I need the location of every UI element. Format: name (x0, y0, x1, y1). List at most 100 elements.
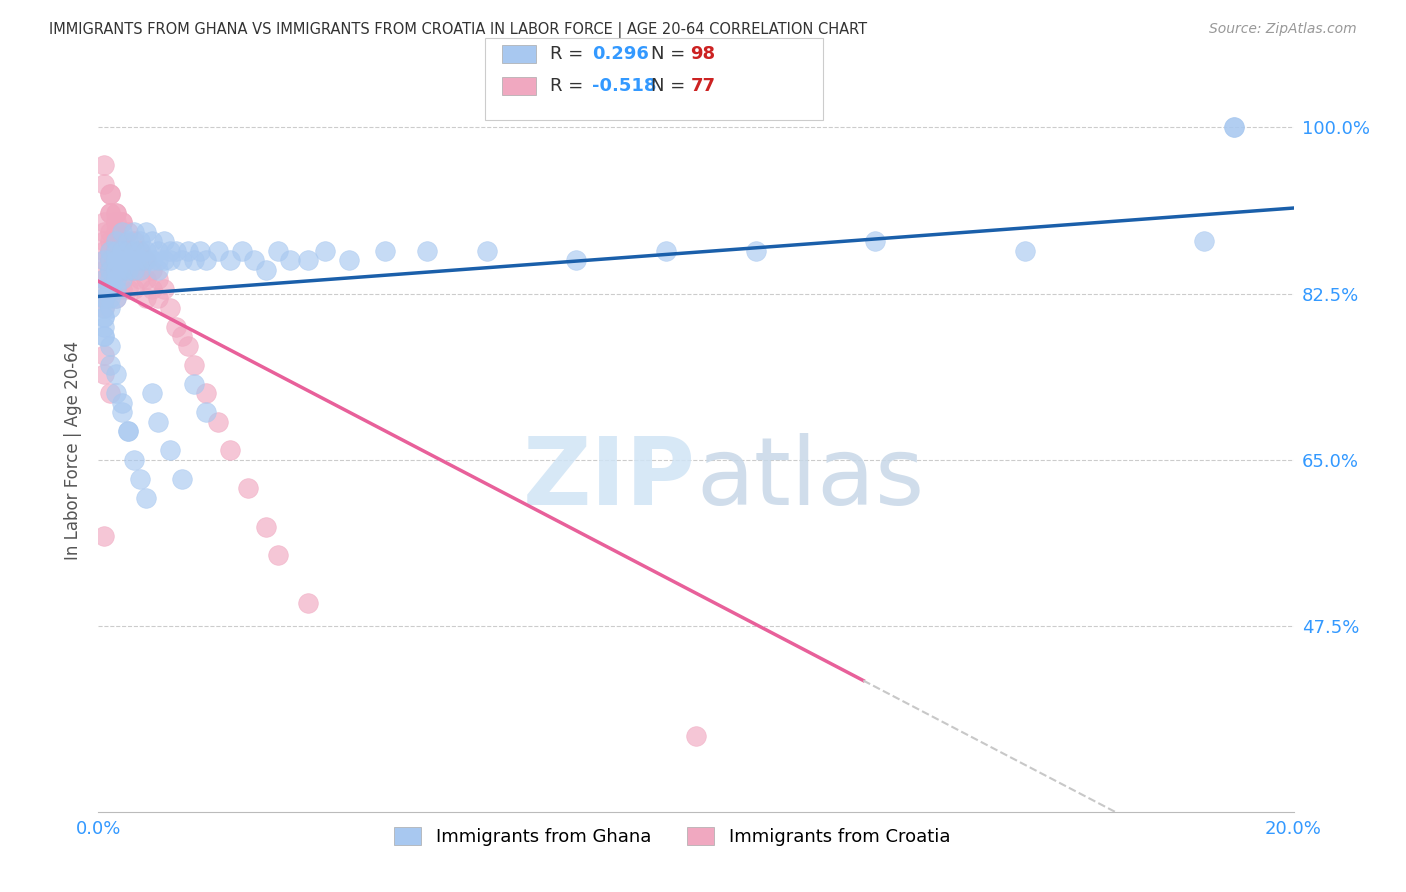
Point (105, 206, 128, 220)
Point (745, 244, 768, 258)
Point (98, 225, 122, 239)
Point (93, 368, 115, 382)
Point (183, 253, 205, 268)
Point (159, 301, 181, 315)
Point (93, 282, 115, 296)
Point (124, 235, 146, 249)
Text: 0.296: 0.296 (592, 45, 648, 63)
Point (93, 272, 115, 286)
Point (129, 263, 152, 277)
Point (111, 405, 134, 419)
Text: ZIP: ZIP (523, 434, 696, 525)
Point (105, 263, 128, 277)
Point (129, 253, 152, 268)
Point (98, 272, 122, 286)
Point (135, 272, 157, 286)
Point (177, 339, 200, 353)
Text: atlas: atlas (696, 434, 924, 525)
Point (93, 329, 115, 343)
Point (111, 215, 134, 229)
Point (153, 253, 176, 268)
Point (98, 253, 122, 268)
Point (141, 282, 163, 296)
Point (297, 253, 319, 268)
Point (105, 272, 128, 286)
Point (111, 253, 134, 268)
Point (243, 253, 266, 268)
Point (655, 244, 678, 258)
Point (93, 291, 115, 305)
Point (93, 158, 115, 172)
Point (105, 225, 128, 239)
Point (105, 244, 128, 258)
Point (93, 225, 115, 239)
Point (129, 263, 152, 277)
Point (135, 253, 157, 268)
Point (141, 253, 163, 268)
Point (475, 244, 498, 258)
Point (117, 235, 139, 249)
Point (111, 244, 134, 258)
Point (685, 729, 707, 743)
Point (93, 301, 115, 315)
Point (1223, 120, 1246, 135)
Point (98, 244, 122, 258)
Point (98, 291, 122, 305)
Point (124, 253, 146, 268)
Point (195, 405, 218, 419)
Point (188, 244, 211, 258)
Text: 77: 77 (690, 77, 716, 95)
Point (297, 596, 319, 610)
Point (339, 253, 361, 268)
Point (93, 310, 115, 325)
Point (117, 282, 139, 296)
Point (207, 244, 229, 258)
Point (98, 339, 122, 353)
Point (231, 244, 253, 258)
Point (93, 235, 115, 249)
Point (148, 244, 170, 258)
Point (129, 244, 152, 258)
Text: N =: N = (651, 45, 690, 63)
Point (315, 244, 337, 258)
Point (111, 263, 134, 277)
Point (111, 272, 134, 286)
Point (98, 235, 122, 249)
Point (177, 244, 200, 258)
Point (93, 291, 115, 305)
Point (93, 215, 115, 229)
Point (98, 206, 122, 220)
Point (153, 282, 176, 296)
Point (124, 263, 146, 277)
Point (172, 329, 194, 343)
Point (172, 472, 194, 486)
Point (148, 291, 170, 305)
Point (124, 253, 146, 268)
Point (267, 548, 290, 562)
Point (148, 272, 170, 286)
Point (105, 282, 128, 296)
Point (219, 443, 242, 458)
Point (105, 244, 128, 258)
Point (105, 235, 128, 249)
Point (105, 253, 128, 268)
Text: Source: ZipAtlas.com: Source: ZipAtlas.com (1209, 22, 1357, 37)
Point (124, 453, 146, 467)
Point (93, 282, 115, 296)
Point (93, 272, 115, 286)
Point (93, 178, 115, 192)
Point (105, 235, 128, 249)
Point (111, 225, 134, 239)
Point (117, 225, 139, 239)
Point (129, 472, 152, 486)
Point (159, 253, 181, 268)
Point (105, 263, 128, 277)
Point (135, 225, 157, 239)
Point (129, 272, 152, 286)
Point (111, 215, 134, 229)
Point (98, 301, 122, 315)
Point (135, 253, 157, 268)
Point (124, 244, 146, 258)
Point (98, 253, 122, 268)
Point (135, 244, 157, 258)
